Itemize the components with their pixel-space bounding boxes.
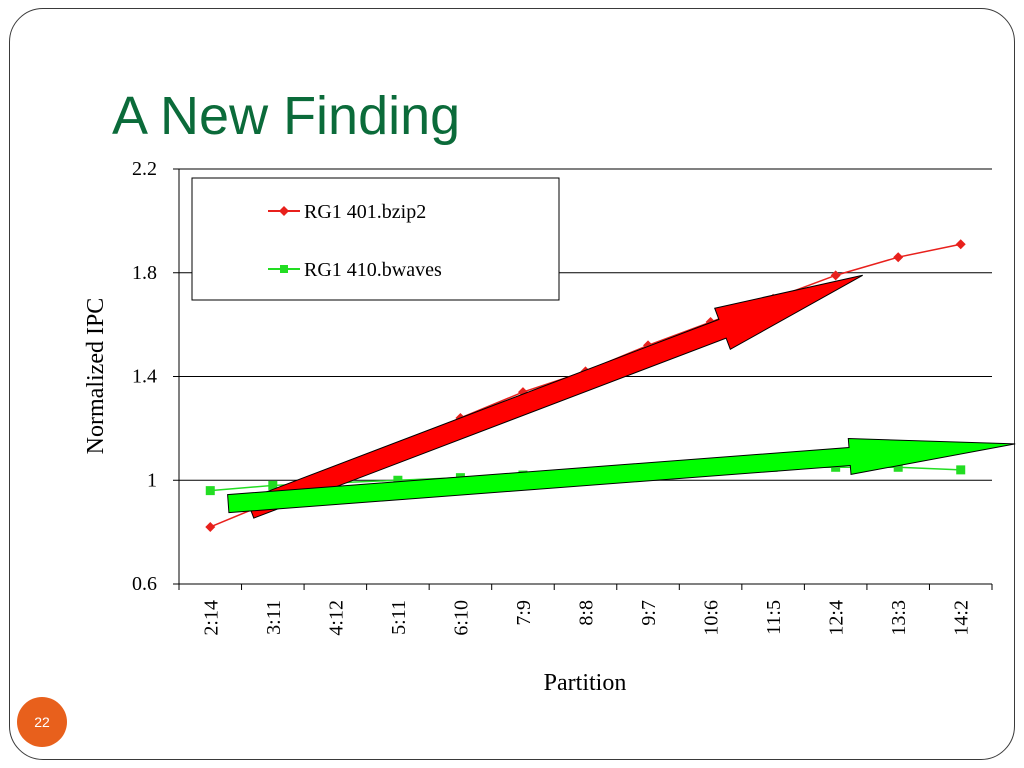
series-2-point-10 bbox=[831, 462, 841, 472]
x-tick-label-3: 5:11 bbox=[388, 600, 410, 635]
legend-marker-series-2 bbox=[280, 265, 288, 273]
x-axis-label: Partition bbox=[544, 670, 627, 696]
legend-label-series-2: RG1 410.bwaves bbox=[304, 259, 442, 281]
series-1-point-10 bbox=[830, 270, 841, 281]
x-tick-label-12: 14:2 bbox=[951, 600, 973, 636]
trend-arrows bbox=[227, 274, 1016, 519]
y-tick-label-1: 1 bbox=[147, 469, 157, 491]
y-tick-label-2: 1.4 bbox=[132, 366, 157, 388]
red-trend-arrow bbox=[246, 274, 863, 519]
x-tick-label-0: 2:14 bbox=[200, 600, 222, 636]
page-number-badge: 22 bbox=[17, 697, 67, 747]
x-tick-label-5: 7:9 bbox=[513, 600, 535, 626]
legend-label-series-1: RG1 401.bzip2 bbox=[304, 201, 426, 223]
series-2-point-3 bbox=[393, 475, 403, 485]
x-tick-label-1: 3:11 bbox=[263, 600, 285, 635]
x-tick-label-10: 12:4 bbox=[826, 600, 848, 636]
green-trend-arrow bbox=[227, 437, 1016, 514]
legend-box bbox=[191, 177, 560, 301]
x-tick-label-4: 6:10 bbox=[450, 600, 472, 636]
slide-frame bbox=[9, 8, 1015, 760]
x-tick-label-6: 8:8 bbox=[576, 600, 598, 626]
series-2-point-1 bbox=[268, 480, 278, 490]
y-tick-label-4: 2.2 bbox=[132, 158, 157, 180]
chart-axes: 0.6 1 1.4 1.8 2.2 2:14 3:11 4:12 5:11 6:10 7:9 8:8 9… bbox=[132, 158, 993, 636]
series-2-point-12 bbox=[956, 465, 966, 475]
series-1-point-12 bbox=[955, 239, 966, 250]
x-tick-label-11: 13:3 bbox=[888, 600, 910, 636]
series-2-point-0 bbox=[205, 486, 215, 496]
legend-marker-series-1 bbox=[279, 206, 289, 216]
series-1-point-11 bbox=[893, 252, 904, 263]
x-tick-label-7: 9:7 bbox=[638, 600, 660, 626]
series-2-point-11 bbox=[893, 462, 903, 472]
y-axis-label: Normalized IPC bbox=[83, 298, 109, 455]
series-1-point-0 bbox=[205, 521, 216, 532]
x-tick-label-8: 10:6 bbox=[701, 600, 723, 636]
y-tick-label-0: 0.6 bbox=[132, 573, 157, 595]
chart-legend: RG1 401.bzip2 RG1 410.bwaves bbox=[191, 177, 560, 301]
x-tick-label-2: 4:12 bbox=[325, 600, 347, 636]
y-tick-label-3: 1.8 bbox=[132, 262, 157, 284]
slide-title: A New Finding bbox=[112, 86, 461, 146]
x-tick-label-9: 11:5 bbox=[763, 600, 785, 635]
